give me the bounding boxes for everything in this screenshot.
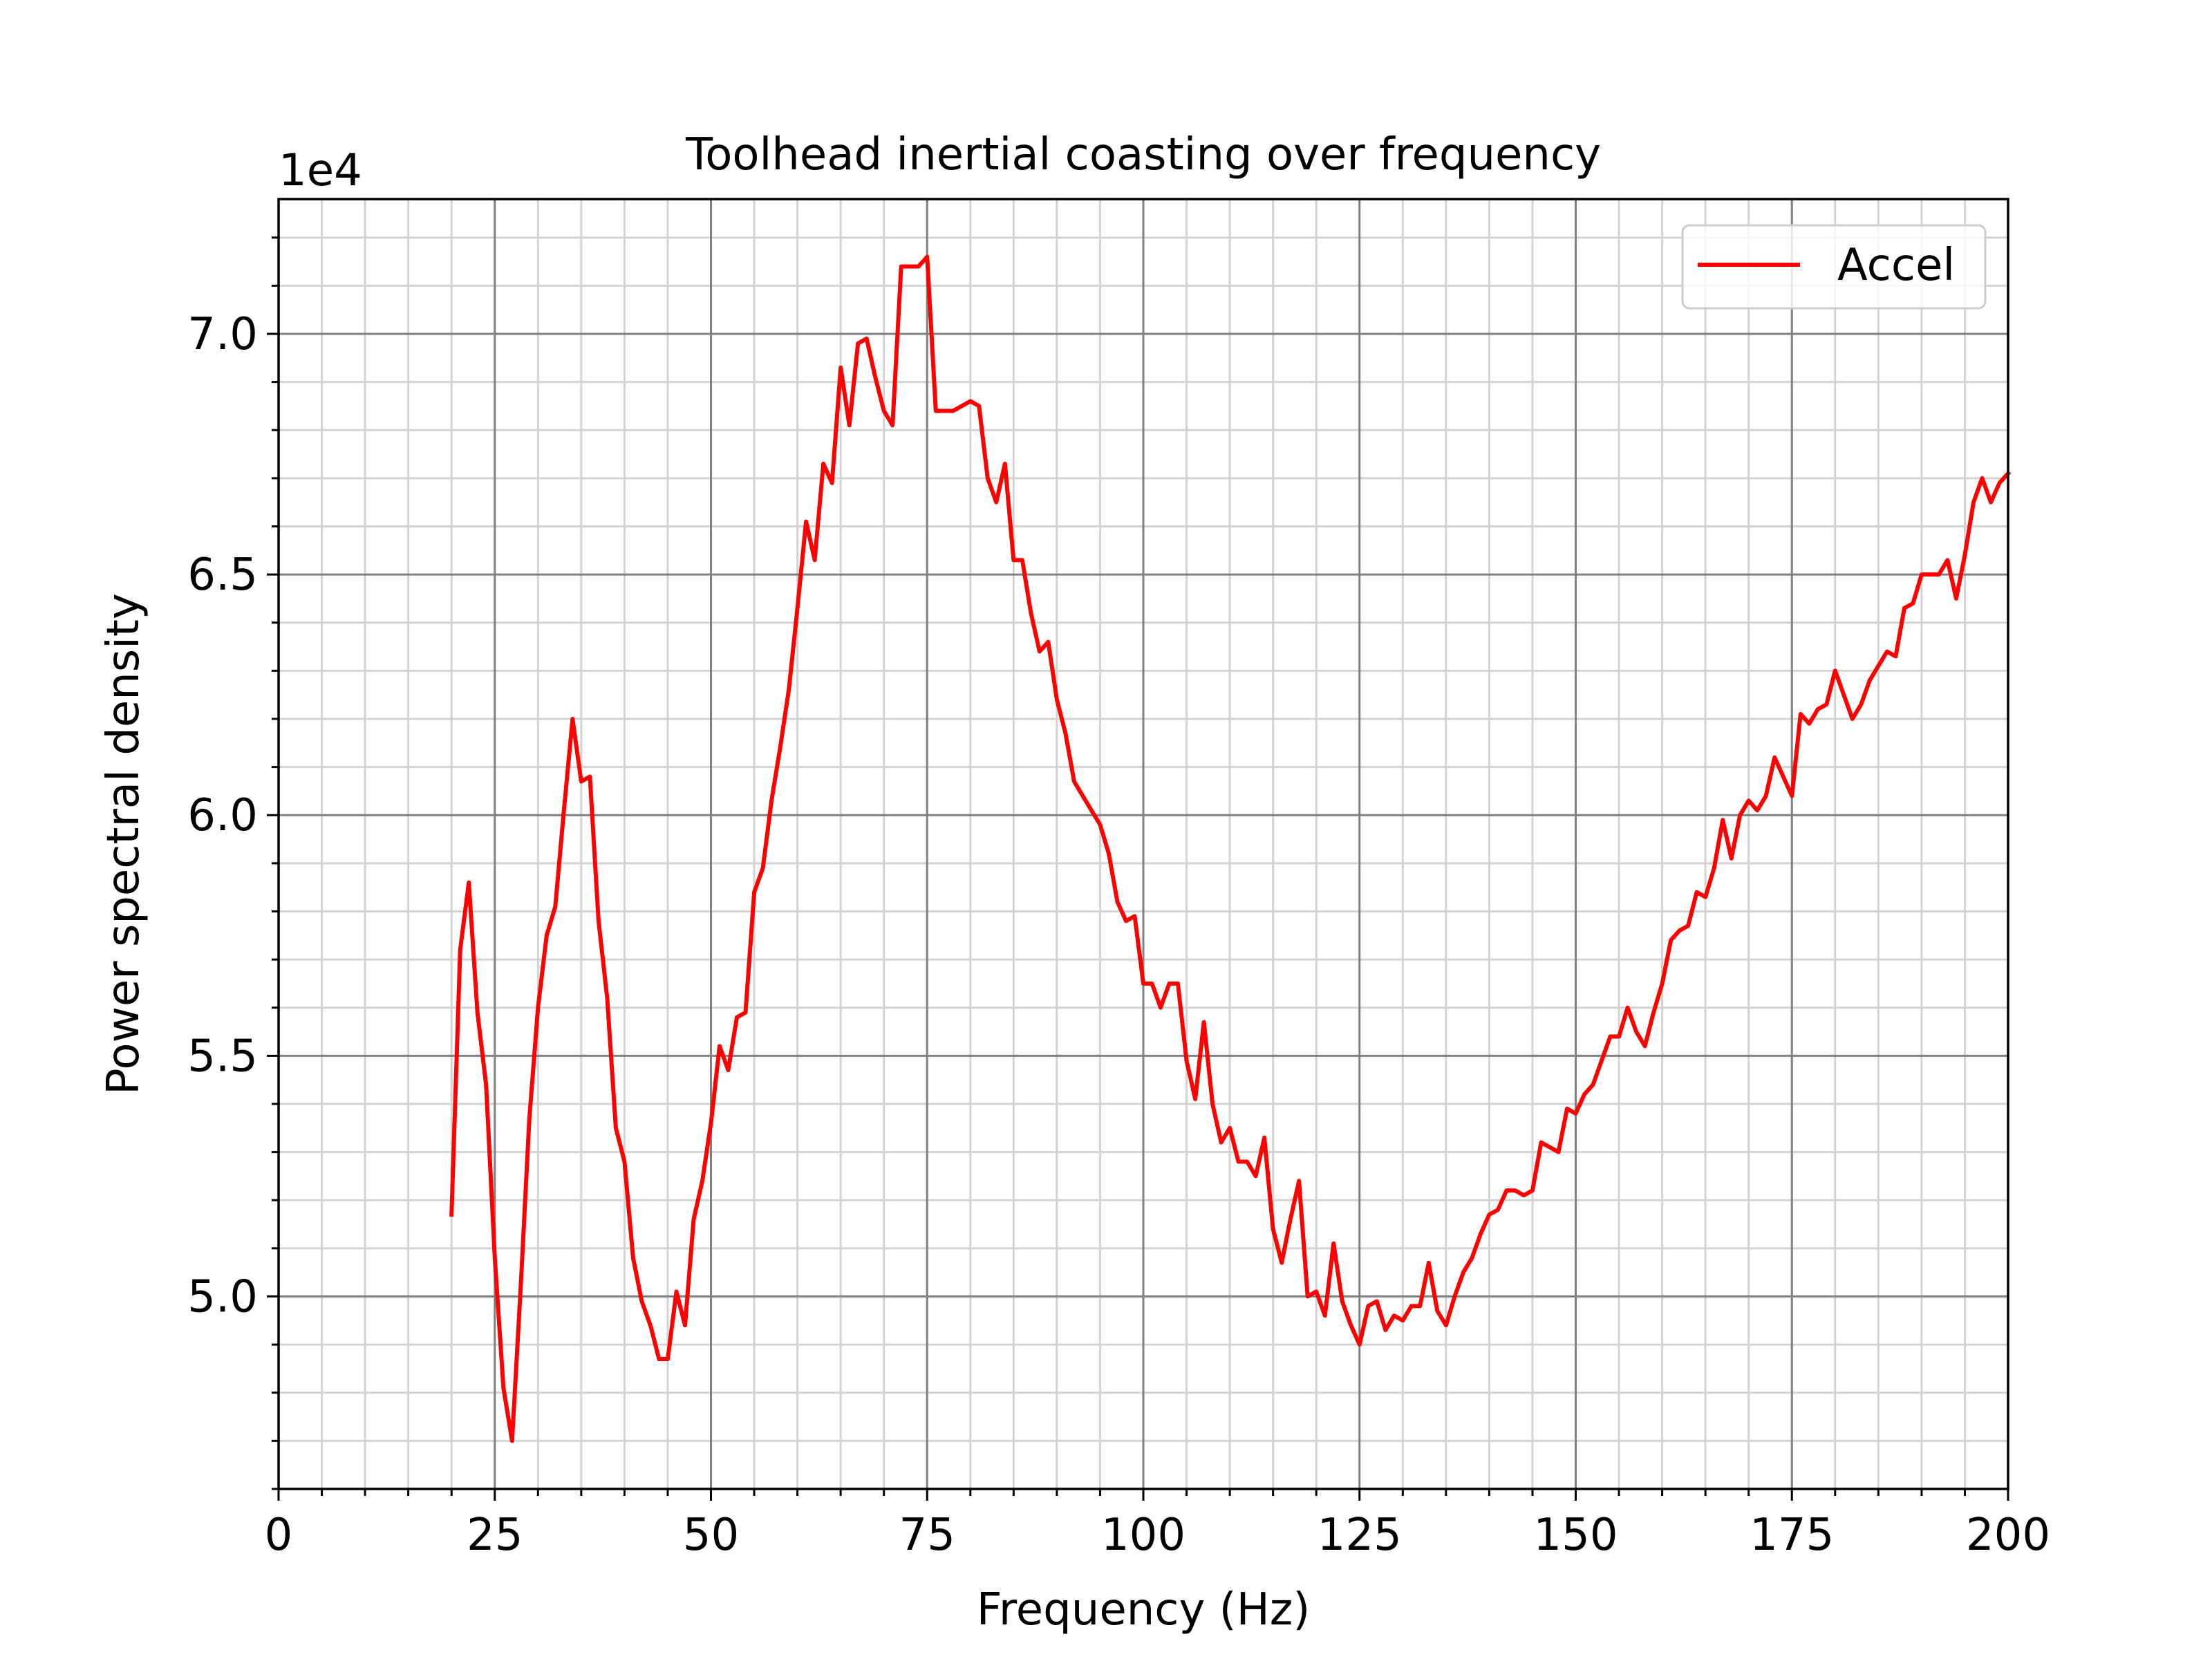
series-layer (449, 254, 2012, 1443)
legend: Accel (1681, 224, 1987, 310)
x-tick-label: 50 (683, 1510, 739, 1561)
x-tick-label: 25 (467, 1510, 523, 1561)
y-tick-label: 5.5 (187, 1031, 258, 1082)
series-line-accel (449, 254, 2012, 1443)
x-axis: 0 25 50 75 100 125 150 175 200 (265, 1489, 2050, 1561)
x-tick-label: 175 (1750, 1510, 1834, 1561)
legend-label-accel: Accel (1837, 240, 1955, 291)
x-tick-label: 150 (1533, 1510, 1618, 1561)
x-tick-label: 100 (1101, 1510, 1185, 1561)
y-tick-label: 5.0 (187, 1271, 258, 1322)
y-tick-label: 6.0 (187, 790, 258, 841)
legend-box (1681, 224, 1987, 310)
chart-title: Toolhead inertial coasting over frequenc… (685, 129, 1601, 180)
y-tick-label: 7.0 (187, 309, 258, 360)
x-tick-label: 75 (899, 1510, 955, 1561)
y-tick-label: 6.5 (187, 550, 258, 601)
x-axis-label: Frequency (Hz) (977, 1584, 1311, 1635)
x-tick-label: 0 (265, 1510, 293, 1561)
x-tick-label: 125 (1318, 1510, 1402, 1561)
x-tick-label: 200 (1966, 1510, 2050, 1561)
y-axis-label: Power spectral density (98, 593, 149, 1095)
y-axis-offset-text: 1e4 (279, 145, 362, 196)
y-axis: 5.0 5.5 6.0 6.5 7.0 (187, 236, 279, 1490)
